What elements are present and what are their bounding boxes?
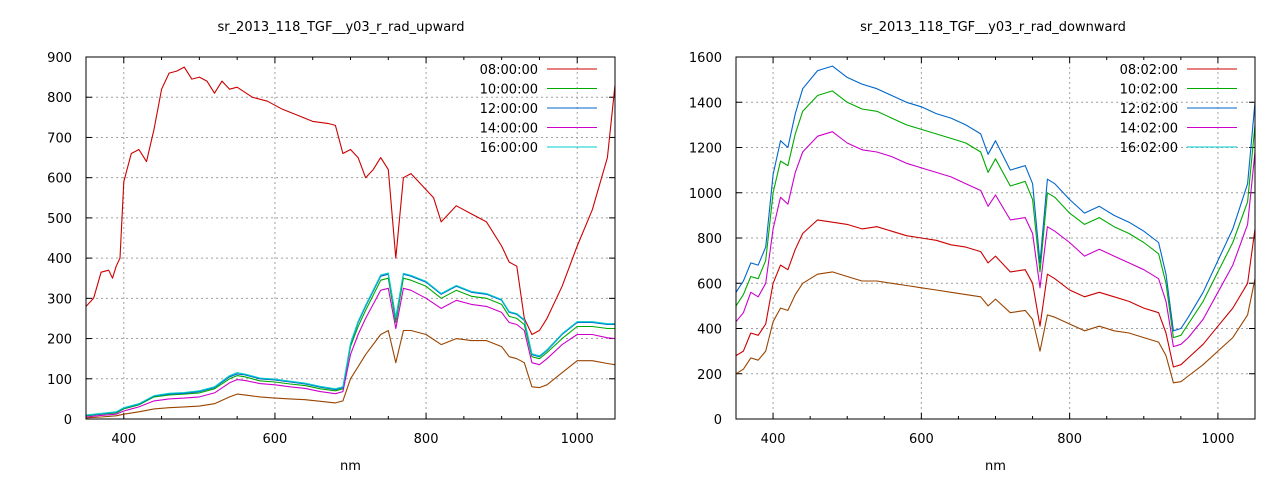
- x-tick-label: 600: [263, 432, 288, 447]
- legend-label: 16:02:00: [1120, 141, 1178, 156]
- legend-label: 12:00:00: [480, 102, 538, 117]
- y-tick-label: 300: [47, 292, 72, 307]
- y-tick-label: 700: [47, 131, 72, 146]
- series-line-100000: [86, 277, 615, 417]
- plot-frame: [735, 56, 1256, 420]
- chart-panel-upward: sr_2013_118_TGF__y03_r_rad_upward 0 100 200…: [47, 20, 616, 474]
- series-line-extra: [736, 271, 1255, 384]
- y-tick-label: 1600: [689, 51, 722, 66]
- y-tick-label: 1000: [689, 187, 722, 202]
- series-line-080200: [736, 219, 1255, 368]
- y-tick-label: 1400: [689, 96, 722, 111]
- y-tick-label: 100: [47, 373, 72, 388]
- x-tick-label: 800: [414, 432, 439, 447]
- y-tick-label: 200: [47, 333, 72, 348]
- series-line-080000: [86, 66, 615, 336]
- legend-label: 10:02:00: [1120, 83, 1178, 98]
- y-tick-label: 400: [47, 252, 72, 267]
- x-tick-label: 1000: [1201, 432, 1234, 447]
- series-line-120200: [736, 65, 1255, 332]
- legend-label: 10:00:00: [480, 83, 538, 98]
- legend-label: 08:00:00: [480, 63, 538, 78]
- y-tick-label: 0: [64, 413, 72, 428]
- y-tick-label: 200: [697, 368, 722, 383]
- series-line-140200: [736, 131, 1255, 348]
- y-tick-label: 600: [47, 172, 72, 187]
- legend-label: 12:02:00: [1120, 102, 1178, 117]
- series-line-100200: [736, 90, 1255, 339]
- x-tick-label: 400: [111, 432, 136, 447]
- legend-label: 16:00:00: [480, 141, 538, 156]
- y-tick-label: 0: [714, 413, 722, 428]
- legend-label: 08:02:00: [1120, 63, 1178, 78]
- x-tick-label: 400: [761, 432, 786, 447]
- y-tick-label: 800: [697, 232, 722, 247]
- series-line-140000: [86, 287, 615, 418]
- x-axis-label: nm: [985, 459, 1006, 474]
- x-tick-label: 1000: [561, 432, 594, 447]
- y-tick-label: 500: [47, 212, 72, 227]
- chart-panel-downward: sr_2013_118_TGF__y03_r_rad_downward 0 200 4…: [689, 20, 1256, 474]
- series-line-extra: [86, 329, 615, 419]
- y-tick-label: 400: [697, 323, 722, 338]
- plot-frame: [85, 56, 616, 420]
- x-tick-label: 600: [909, 432, 934, 447]
- y-tick-label: 600: [697, 277, 722, 292]
- x-tick-label: 800: [1057, 432, 1082, 447]
- x-axis-label: nm: [340, 459, 361, 474]
- y-tick-label: 1200: [689, 142, 722, 157]
- series-line-160000: [86, 272, 615, 416]
- chart-title: sr_2013_118_TGF__y03_r_rad_downward: [860, 20, 1126, 35]
- y-tick-label: 800: [47, 91, 72, 106]
- y-tick-label: 900: [47, 51, 72, 66]
- chart-title: sr_2013_118_TGF__y03_r_rad_upward: [217, 20, 464, 35]
- legend-label: 14:02:00: [1120, 122, 1178, 137]
- legend-label: 14:00:00: [480, 122, 538, 137]
